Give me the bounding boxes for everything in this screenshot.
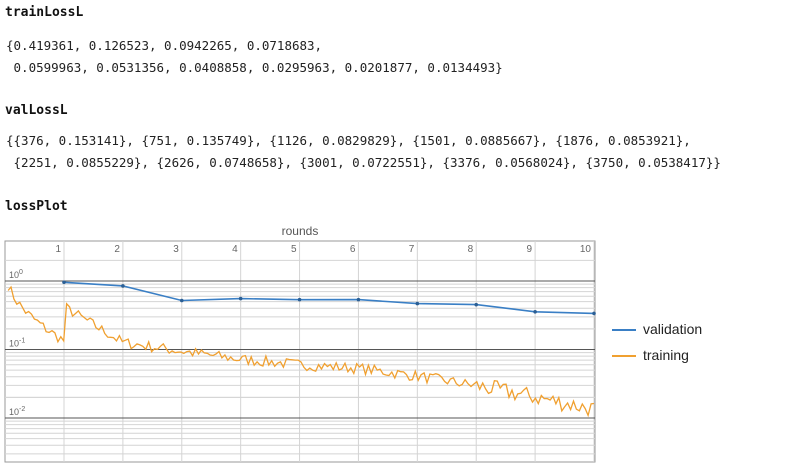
train-loss-output-line-2: 0.0599963, 0.0531356, 0.0408858, 0.02959… bbox=[6, 60, 503, 75]
round-tick-label: 7 bbox=[409, 244, 415, 255]
val-loss-output-line-1: {{376, 0.153141}, {751, 0.135749}, {1126… bbox=[6, 133, 691, 148]
round-tick-label: 10 bbox=[580, 244, 592, 255]
validation-point bbox=[121, 284, 125, 288]
loss-chart: rounds 1 2 3 4 5 6 7 8 9 10 100 10-1 10-2 bbox=[4, 224, 596, 463]
round-tick-label: 6 bbox=[350, 244, 356, 255]
train-loss-output-line-1: {0.419361, 0.126523, 0.0942265, 0.071868… bbox=[6, 38, 322, 53]
round-tick-label: 2 bbox=[114, 244, 120, 255]
round-tick-label: 5 bbox=[291, 244, 297, 255]
legend-validation-label: validation bbox=[643, 321, 703, 337]
legend-training-label: training bbox=[643, 347, 689, 363]
train-loss-values-1: {0.419361, 0.126523, 0.0942265, 0.071868… bbox=[6, 38, 323, 53]
validation-point bbox=[62, 280, 66, 285]
y-tick-label: 10-2 bbox=[9, 406, 25, 417]
round-tick-label: 8 bbox=[468, 244, 474, 255]
legend-training-swatch bbox=[612, 355, 636, 357]
round-tick-label: 3 bbox=[173, 244, 179, 255]
round-tick-label: 1 bbox=[55, 244, 61, 255]
validation-point bbox=[238, 296, 243, 301]
train-loss-values-2: 0.0599963, 0.0531356, 0.0408858, 0.02959… bbox=[6, 60, 503, 75]
val-loss-output-line-2: {2251, 0.0855229}, {2626, 0.0748658}, {3… bbox=[6, 155, 721, 170]
validation-point bbox=[179, 298, 184, 303]
validation-point bbox=[356, 297, 361, 302]
round-tick-label: 4 bbox=[232, 244, 238, 255]
training-series-line bbox=[7, 285, 595, 418]
validation-point bbox=[474, 302, 479, 307]
loss-plot-label: lossPlot bbox=[5, 199, 68, 214]
y-tick-label: 100 bbox=[9, 269, 23, 280]
round-tick-label: 9 bbox=[527, 244, 533, 255]
validation-point bbox=[297, 297, 302, 302]
validation-point bbox=[533, 310, 537, 314]
frame-label-rounds: rounds bbox=[282, 224, 319, 238]
val-loss-values-1: {{376, 0.153141}, {751, 0.135749}, {1126… bbox=[6, 133, 691, 148]
legend-validation-swatch bbox=[612, 329, 636, 331]
val-loss-values-2: {2251, 0.0855229}, {2626, 0.0748658}, {3… bbox=[6, 155, 721, 170]
loss-plot: rounds 1 2 3 4 5 6 7 8 9 10 100 10-1 10-2 bbox=[0, 220, 799, 469]
train-loss-label: trainLossL bbox=[5, 5, 84, 20]
y-tick-label: 10-1 bbox=[9, 338, 25, 349]
validation-point bbox=[415, 301, 420, 306]
validation-series-line bbox=[63, 281, 595, 315]
val-loss-label: valLossL bbox=[5, 103, 68, 118]
validation-point bbox=[592, 311, 596, 316]
